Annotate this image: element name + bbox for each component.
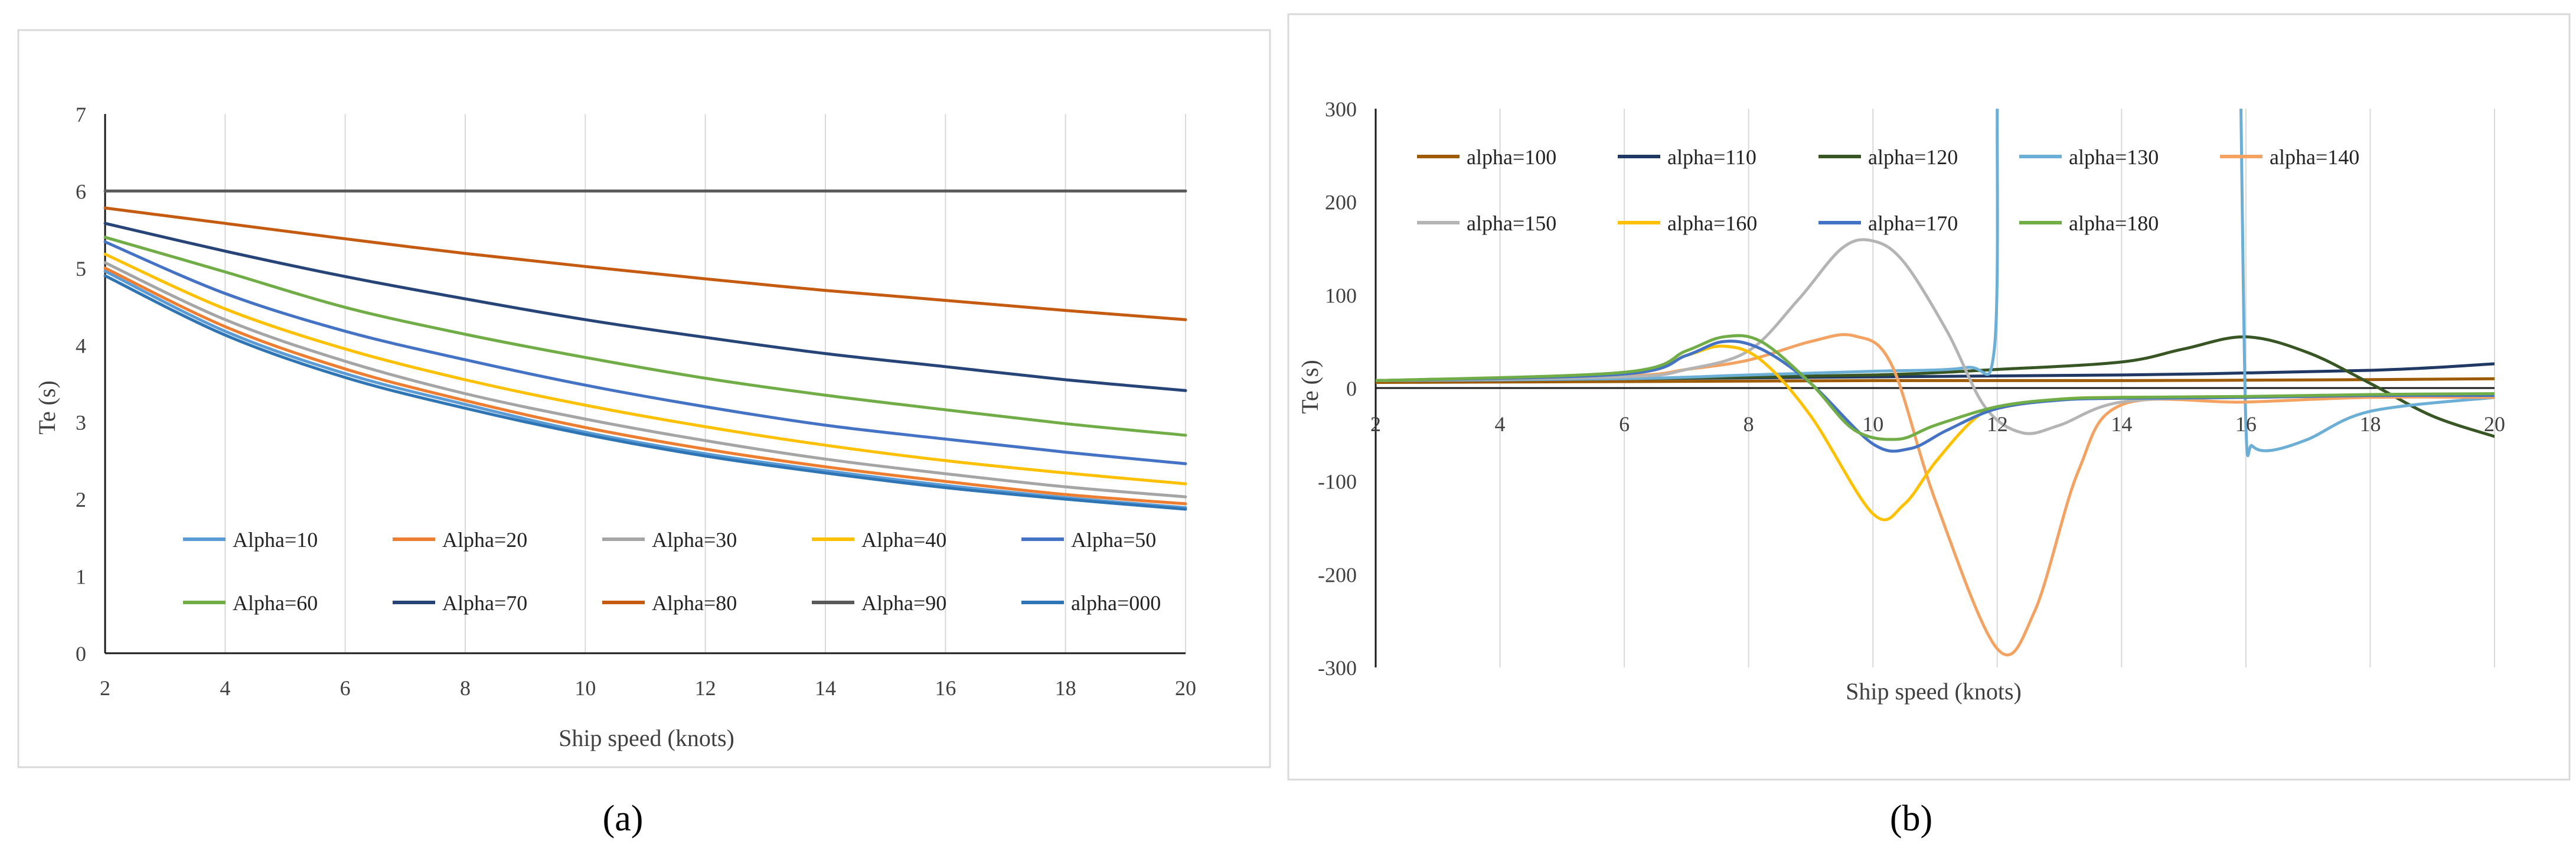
x-tick-label: 2 [100,676,110,700]
y-tick-label: 0 [1346,377,1357,400]
chart-a-border [17,29,1271,768]
x-tick-label: 18 [1055,676,1076,700]
legend-label: Alpha=60 [233,591,318,615]
chart-b-ylabel: Te (s) [1297,360,1323,414]
chart-b-xlabel: Ship speed (knots) [1846,678,2022,705]
y-tick-label: 200 [1325,191,1357,214]
chart-b-series [1376,109,2495,657]
y-tick-label: 6 [76,180,86,203]
legend-label: alpha=140 [2270,145,2359,169]
legend-label: Alpha=10 [233,528,318,552]
y-tick-label: -300 [1318,656,1357,680]
x-tick-label: 16 [2235,412,2257,436]
x-tick-label: 14 [2111,412,2132,436]
panel-label-a: (a) [603,799,644,839]
legend-label: Alpha=70 [442,591,527,615]
series-line-alpha-30 [103,261,1187,498]
series-line-alpha-000 [103,274,1187,511]
y-tick-label: 7 [76,103,86,126]
series-line-alpha-60 [103,236,1187,437]
chart-panel-b: 2 4 6 8 10 12 14 16 18 20 -300 -200 -100 0 100 200 300 T… [1287,13,2571,781]
chart-a-xlabel: Ship speed (knots) [559,725,734,751]
series-line-alpha-20 [103,266,1187,506]
legend-label: alpha=180 [2069,211,2159,235]
series-line-alpha-70 [103,221,1187,392]
chart-a-gridlines [224,114,1186,653]
x-tick-label: 12 [695,676,716,700]
x-tick-label: 16 [935,676,956,700]
y-tick-label: -200 [1318,563,1357,586]
x-tick-label: 10 [574,676,596,700]
series-line-alpha-40 [103,252,1187,485]
panel-label-b: (b) [1890,799,1932,839]
y-tick-label: 4 [76,334,86,357]
x-tick-label: 6 [1619,412,1630,436]
x-tick-label: 10 [1862,412,1883,436]
x-tick-label: 4 [220,676,230,700]
legend-label: Alpha=80 [652,591,737,615]
legend-label: Alpha=50 [1071,528,1156,552]
x-tick-label: 8 [460,676,471,700]
chart-a-series [103,189,1187,511]
legend-label: alpha=120 [1868,145,1958,169]
chart-a-legend: Alpha=10 Alpha=20 Alpha=30 Alpha=40 Alpha=50… [183,528,1161,615]
series-line-alpha-130 [2239,109,2495,457]
x-tick-label: 6 [340,676,351,700]
series-line-alpha-80 [103,206,1187,321]
y-tick-label: 5 [76,257,86,281]
chart-b-tick-labels: 2 4 6 8 10 12 14 16 18 20 -300 -200 -100 0 100 200 300 [1318,97,2505,680]
y-tick-label: 3 [76,411,86,435]
y-tick-label: 1 [76,565,86,589]
y-tick-label: 2 [76,488,86,511]
x-tick-label: 18 [2359,412,2381,436]
y-tick-label: 100 [1325,284,1357,307]
x-tick-label: 2 [1370,412,1381,436]
x-tick-label: 12 [1987,412,2008,436]
legend-label: alpha=170 [1868,211,1958,235]
x-tick-label: 14 [815,676,836,700]
legend-label: alpha=150 [1467,211,1556,235]
legend-label: Alpha=90 [861,591,946,615]
legend-label: alpha=160 [1667,211,1757,235]
legend-label: alpha=100 [1467,145,1556,169]
legend-label: Alpha=20 [442,528,527,552]
x-tick-label: 20 [2484,412,2505,436]
x-tick-label: 8 [1744,412,1754,436]
chart-b-axes [1374,109,2495,667]
y-tick-label: 300 [1325,97,1357,121]
legend-label: Alpha=40 [861,528,946,552]
legend-label: alpha=110 [1667,145,1756,169]
chart-a-axes [104,114,1186,654]
chart-b-legend: alpha=100 alpha=110 alpha=120 alpha=130 alph… [1417,145,2359,235]
legend-label: Alpha=30 [652,528,737,552]
series-line-alpha-100 [1376,377,2495,384]
legend-label: alpha=000 [1071,591,1161,615]
chart-a-ylabel: Te (s) [34,380,60,435]
series-line-alpha-180 [1376,334,2495,441]
x-tick-label: 4 [1495,412,1506,436]
x-tick-label: 20 [1175,676,1196,700]
y-tick-label: -100 [1318,470,1357,494]
y-tick-label: 0 [76,642,86,666]
legend-label: alpha=130 [2069,145,2159,169]
series-line-alpha-10 [103,269,1187,509]
series-line-alpha-50 [103,240,1187,465]
